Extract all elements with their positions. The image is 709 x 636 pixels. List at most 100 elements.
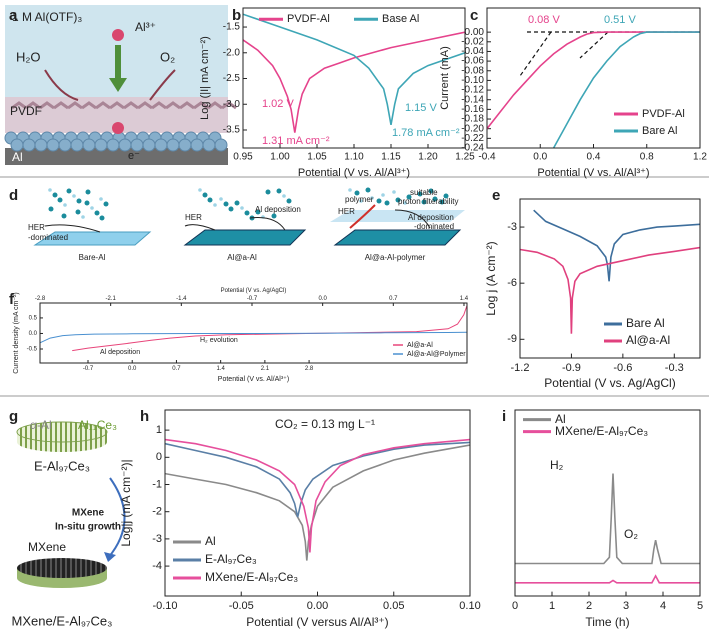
ion bbox=[376, 198, 382, 204]
ion bbox=[395, 197, 401, 203]
label: α-Al bbox=[30, 418, 52, 432]
ion bbox=[365, 187, 371, 193]
atom bbox=[154, 138, 168, 152]
y-tick-label: -0.08 bbox=[461, 65, 484, 76]
ion bbox=[213, 203, 217, 207]
arrow bbox=[107, 477, 126, 559]
x2-tick-label: 1.4 bbox=[460, 296, 469, 302]
chain bbox=[109, 101, 125, 110]
label: HER bbox=[338, 207, 355, 216]
label: Al@a-Al-polymer bbox=[365, 253, 426, 262]
panel-label: g bbox=[9, 408, 18, 425]
annotation: O₂ bbox=[624, 527, 638, 541]
legend-label: Bare Al bbox=[642, 125, 677, 137]
chain bbox=[207, 101, 223, 110]
y-tick-label: 0 bbox=[156, 451, 162, 463]
arrow bbox=[184, 224, 216, 231]
y-tick-label: -0.24 bbox=[461, 143, 484, 154]
ion bbox=[443, 193, 449, 199]
ion bbox=[63, 203, 67, 207]
x-axis-title: Potential (V versus Al/Al³⁺) bbox=[246, 615, 388, 629]
ion bbox=[99, 197, 103, 201]
ion bbox=[381, 193, 385, 197]
ion bbox=[392, 190, 396, 194]
x-tick-label: -0.4 bbox=[478, 152, 496, 163]
annotation: H₂ evolution bbox=[200, 337, 238, 344]
ion bbox=[432, 196, 438, 202]
y-tick-label: -0.5 bbox=[27, 347, 38, 353]
ion bbox=[202, 192, 208, 198]
label: suitable bbox=[410, 188, 438, 197]
ion bbox=[282, 194, 286, 198]
label: HER bbox=[28, 223, 45, 232]
x-tick-label: 0.05 bbox=[383, 600, 404, 612]
ion bbox=[52, 192, 58, 198]
x-tick-label: 2 bbox=[586, 600, 592, 612]
chain bbox=[53, 101, 69, 110]
y-tick-label: -3.5 bbox=[223, 125, 241, 136]
series-line bbox=[487, 31, 700, 130]
x-tick-label: -0.10 bbox=[152, 600, 177, 612]
plot-frame bbox=[39, 302, 468, 364]
annotation: 0.08 V bbox=[528, 14, 560, 26]
legend-label: Base Al bbox=[382, 13, 419, 25]
ion bbox=[417, 191, 423, 197]
legend-label: E-Al₉₇Ce₃ bbox=[205, 552, 257, 566]
ion bbox=[103, 201, 109, 207]
series-line bbox=[165, 441, 470, 518]
legend-label: PVDF-Al bbox=[287, 13, 330, 25]
chain bbox=[39, 101, 55, 110]
chain bbox=[179, 101, 195, 110]
x2-axis-title: Potential (V vs. Ag/AgCl) bbox=[221, 288, 287, 294]
schematic-g: α-Al Al₁₁Ce₃ E-Al₉₇Ce₃ MXene In-situ gro… bbox=[9, 408, 126, 628]
ion bbox=[76, 198, 82, 204]
panel-label: e bbox=[492, 187, 500, 204]
panel-label: h bbox=[140, 408, 149, 425]
ion bbox=[240, 206, 244, 210]
atom bbox=[46, 138, 60, 152]
legend-label: MXene/E-Al₉₇Ce₃ bbox=[205, 570, 298, 584]
ion bbox=[359, 199, 363, 203]
legend-label: Al bbox=[555, 412, 566, 426]
arrow bbox=[109, 78, 127, 92]
ion bbox=[48, 188, 52, 192]
ion bbox=[72, 194, 76, 198]
label: In-situ growth bbox=[55, 522, 121, 533]
label: proton filterability bbox=[398, 197, 458, 206]
x-tick-label: 1.10 bbox=[344, 152, 364, 163]
schematic-a: 1 M Al(OTF)₃ Al³⁺ H₂O O₂ PVDF Al e⁻ a bbox=[4, 5, 237, 165]
ion bbox=[421, 199, 427, 205]
x-tick-label: 0.10 bbox=[459, 600, 480, 612]
x-tick-label: 1 bbox=[549, 600, 555, 612]
y-axis-title: Log|j (mA cm⁻²)| bbox=[119, 459, 133, 546]
label: Bare-Al bbox=[79, 253, 106, 262]
ion bbox=[271, 213, 277, 219]
chain bbox=[221, 101, 237, 110]
x-axis-title: Potential (V vs. Al/Al³⁺) bbox=[298, 167, 410, 179]
annotation: 1.02 V bbox=[262, 98, 294, 110]
y-tick-label: -4 bbox=[152, 560, 162, 572]
series-line bbox=[165, 444, 470, 561]
label: MXene bbox=[28, 540, 66, 554]
ion bbox=[384, 200, 390, 206]
ion bbox=[403, 201, 407, 205]
series-line bbox=[72, 305, 467, 352]
y-tick-label: 0.5 bbox=[29, 316, 38, 322]
label: polymer bbox=[345, 195, 374, 204]
x-tick-label: -0.9 bbox=[562, 362, 581, 374]
series-line bbox=[243, 13, 465, 125]
y-tick-label: -0.14 bbox=[461, 94, 484, 105]
label: MXene bbox=[72, 508, 105, 519]
chain bbox=[11, 101, 27, 110]
ion bbox=[276, 188, 282, 194]
y-tick-label: -1.5 bbox=[223, 22, 241, 33]
arrow bbox=[44, 224, 101, 233]
y-tick-label: 0.0 bbox=[29, 331, 38, 337]
ion bbox=[61, 213, 67, 219]
ion bbox=[228, 206, 234, 212]
atom bbox=[34, 138, 48, 152]
annotation: Al deposition bbox=[100, 349, 140, 356]
annotation: 0.51 V bbox=[604, 14, 636, 26]
x-tick-label: 0.0 bbox=[533, 152, 547, 163]
label: Al bbox=[12, 150, 23, 164]
